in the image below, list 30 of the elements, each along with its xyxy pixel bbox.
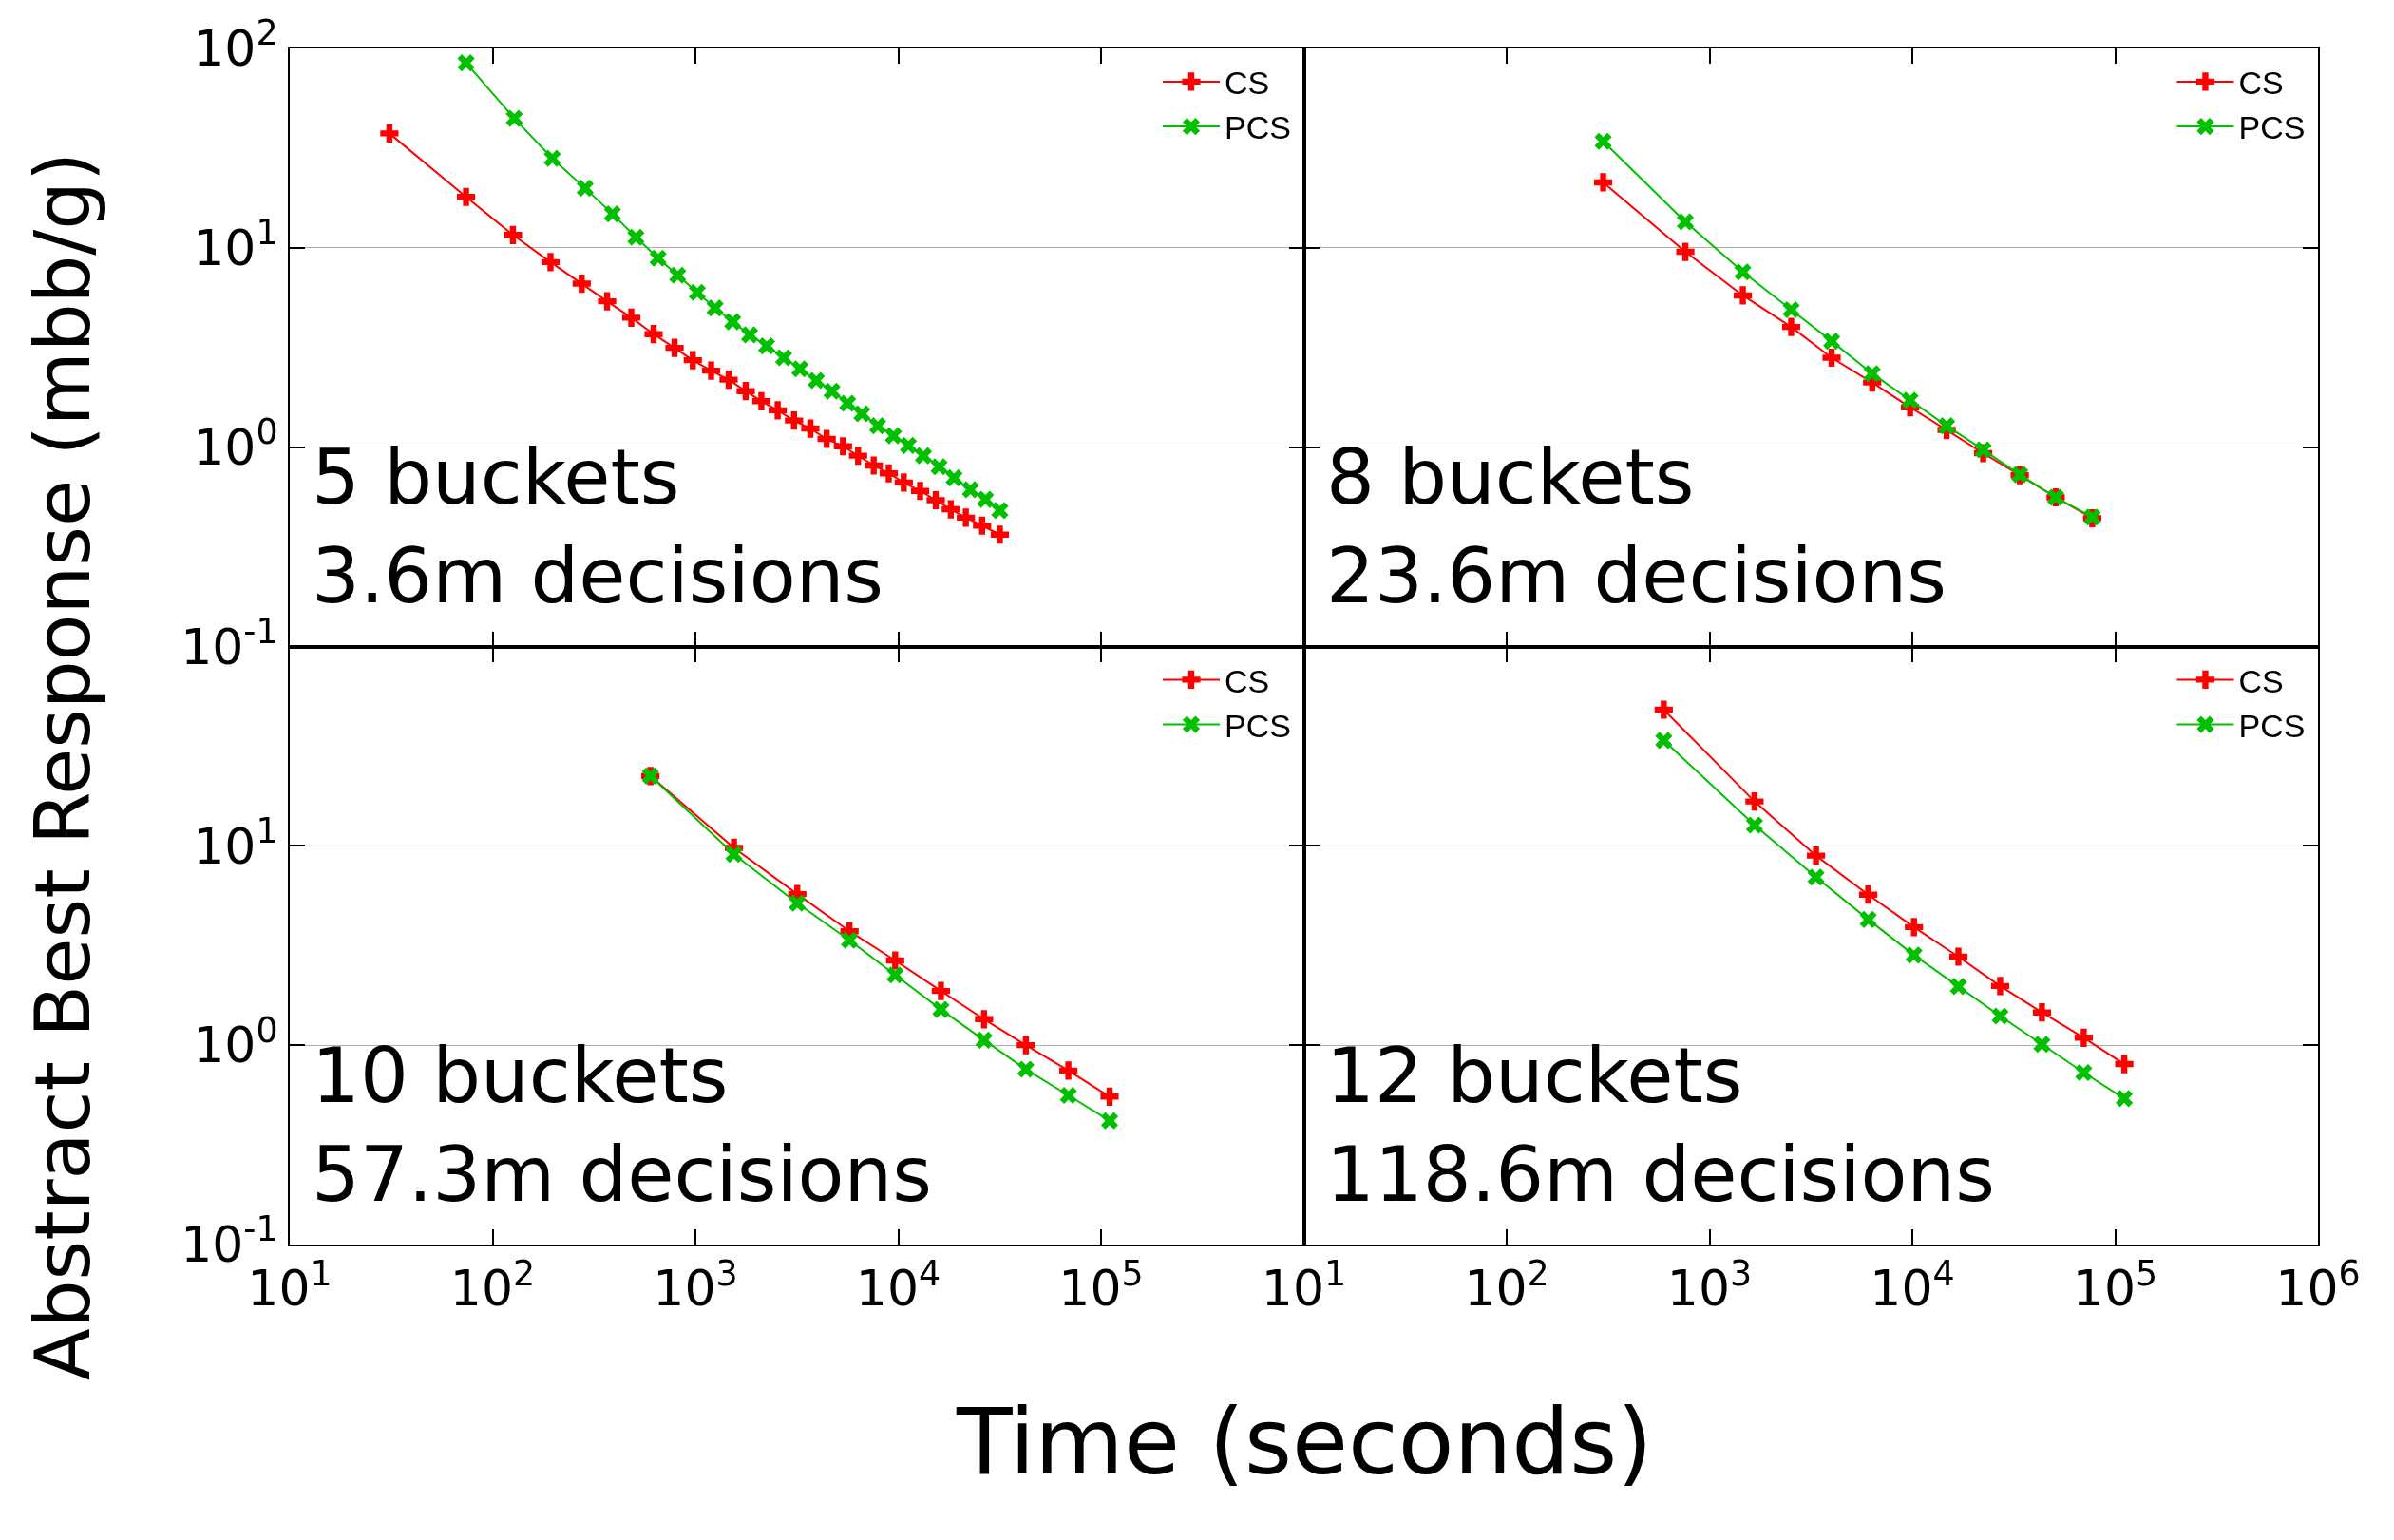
legend-label: PCS (2238, 707, 2306, 744)
x-tick-label: 10$^{2}$ (1464, 1252, 1549, 1318)
x-tick-label: 10$^{4}$ (1870, 1252, 1955, 1318)
legend-label: CS (2238, 65, 2284, 102)
x-tick-label: 10$^{2}$ (449, 1252, 536, 1318)
x-tick-label: 10$^{4}$ (855, 1252, 941, 1318)
legend-label: CS (2238, 662, 2284, 699)
y-tick-label: 10$^{0}$ (193, 1009, 278, 1074)
y-tick-label: 10$^{2}$ (193, 12, 278, 78)
x-tick-label: 10$^{1}$ (1261, 1252, 1347, 1318)
y-tick-label: 10$^{0}$ (193, 411, 278, 476)
y-axis-title: Abstract Best Response (mbb/g) (19, 151, 108, 1380)
annotation: 12 buckets 118.6m decisions (1326, 1032, 1995, 1219)
x-tick-label: 10$^{3}$ (653, 1252, 738, 1318)
legend-label: PCS (1224, 707, 1291, 744)
legend-label: CS (1224, 65, 1270, 102)
annotation: 8 buckets 23.6m decisions (1326, 433, 1947, 620)
legend-label: PCS (2238, 109, 2306, 146)
y-tick-label: 10$^{1}$ (193, 212, 278, 277)
y-tick-label: 10$^{1}$ (193, 809, 278, 875)
x-tick-label: 10$^{5}$ (2072, 1252, 2158, 1318)
legend-label: CS (1224, 662, 1270, 699)
annotation: 10 buckets 57.3m decisions (312, 1032, 932, 1219)
x-tick-label: 10$^{5}$ (1058, 1252, 1144, 1318)
x-axis-title: Time (seconds) (956, 1389, 1653, 1495)
annotation: 5 buckets 3.6m decisions (312, 433, 884, 620)
y-tick-label: 10$^{-1}$ (180, 610, 278, 675)
x-tick-label: 10$^{6}$ (2275, 1252, 2361, 1318)
x-tick-label: 10$^{3}$ (1666, 1252, 1753, 1318)
legend-label: PCS (1224, 109, 1291, 146)
